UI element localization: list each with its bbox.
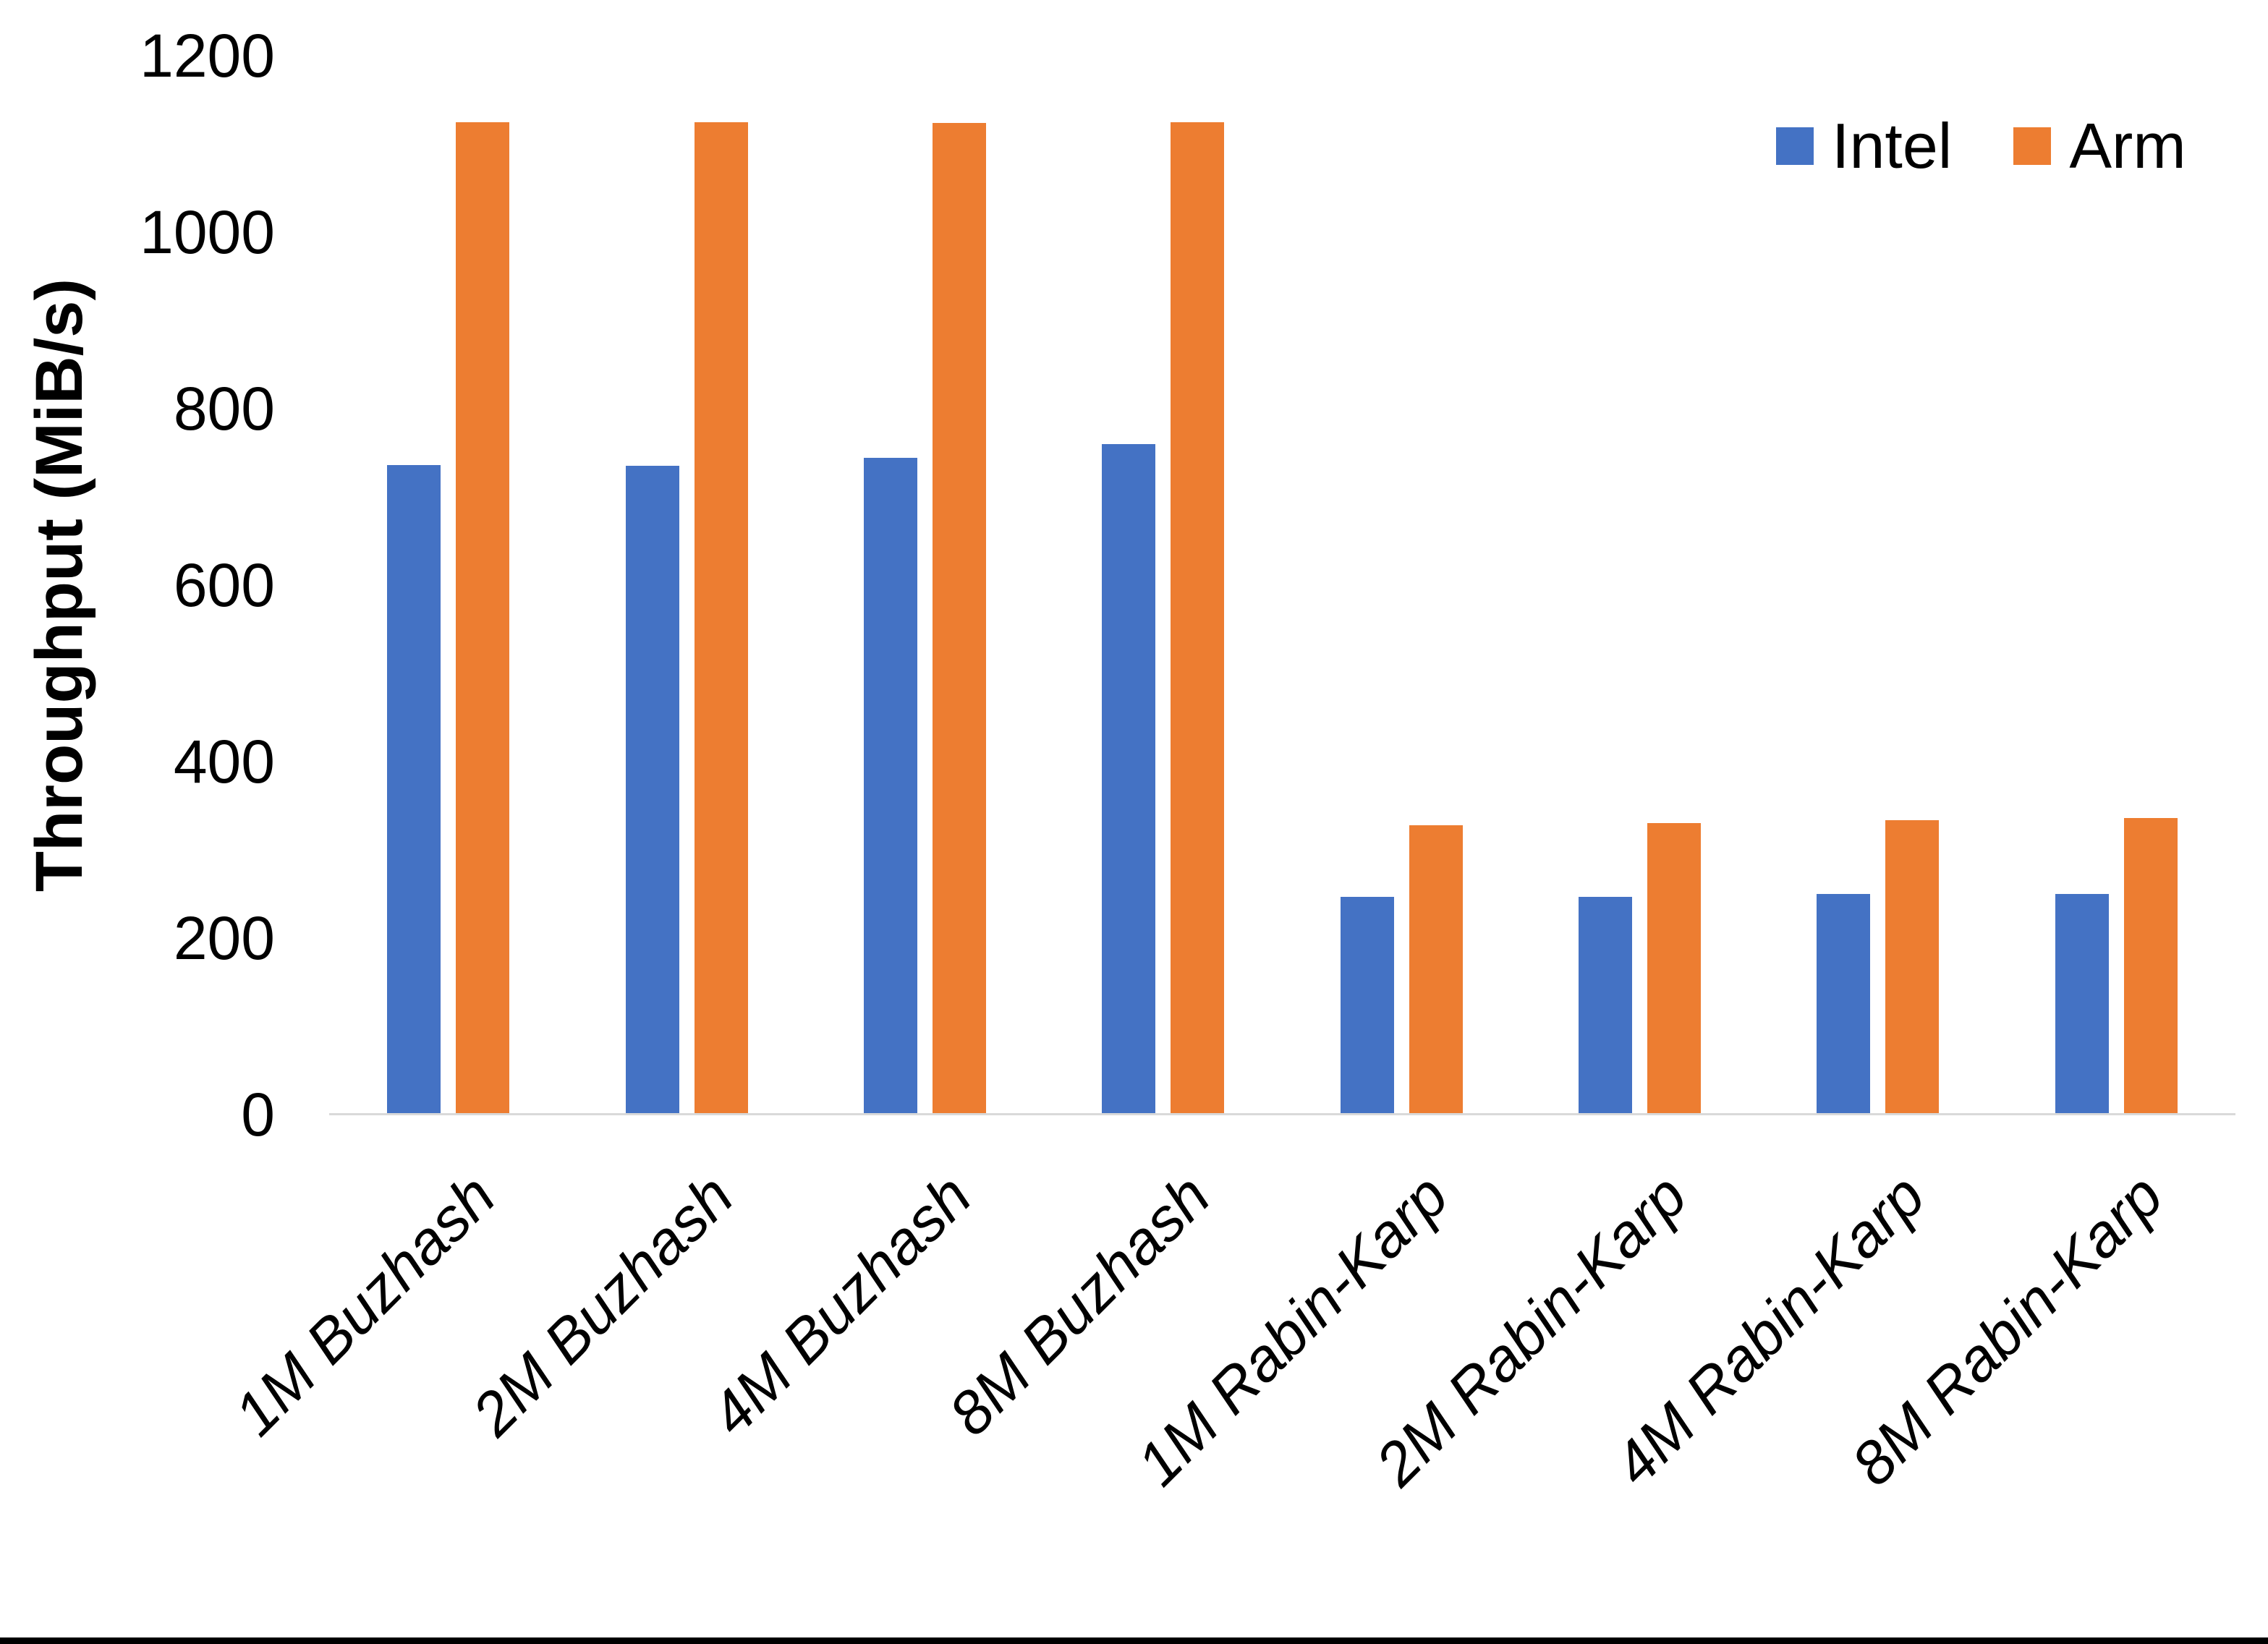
- legend-label-intel: Intel: [1832, 110, 1953, 182]
- y-tick-label: 800: [173, 375, 275, 443]
- y-tick-label: 1000: [140, 198, 275, 266]
- x-axis-category-labels: 1M Buzhash 2M Buzhash 4M Buzhash 8M Buzhash…: [221, 1161, 2235, 1638]
- legend-label-arm: Arm: [2069, 110, 2186, 182]
- arm-bar: [2123, 818, 2178, 1115]
- arm-bar: [694, 122, 748, 1115]
- arm-bar: [1647, 823, 1702, 1115]
- intel-bar: [625, 466, 679, 1115]
- arm-bar: [932, 122, 986, 1115]
- arm-bar: [456, 122, 510, 1115]
- plot-area: [329, 56, 2235, 1115]
- y-tick-label: 0: [241, 1081, 275, 1149]
- intel-bar: [2055, 894, 2109, 1115]
- y-tick-label: 200: [173, 904, 275, 972]
- intel-bar: [1340, 896, 1394, 1115]
- arm-series-swatch-icon: [2013, 127, 2052, 165]
- intel-series-swatch-icon: [1776, 127, 1814, 165]
- y-tick-label: 1200: [140, 22, 275, 90]
- x-axis-baseline: [329, 1113, 2235, 1115]
- bottom-border-line: [0, 1637, 2268, 1644]
- arm-bar: [1885, 819, 1940, 1115]
- arm-bar: [1409, 825, 1463, 1115]
- intel-bar: [1817, 894, 1871, 1115]
- intel-bar: [1102, 443, 1156, 1115]
- legend-item-arm: Arm: [2013, 110, 2186, 182]
- intel-bar: [387, 465, 441, 1115]
- intel-bar: [863, 458, 917, 1115]
- y-tick-label: 400: [173, 728, 275, 796]
- arm-bar: [1171, 122, 1225, 1115]
- legend: Intel Arm: [1776, 110, 2186, 182]
- legend-item-intel: Intel: [1776, 110, 1953, 182]
- intel-bar: [1579, 896, 1633, 1115]
- y-tick-label: 600: [173, 551, 275, 619]
